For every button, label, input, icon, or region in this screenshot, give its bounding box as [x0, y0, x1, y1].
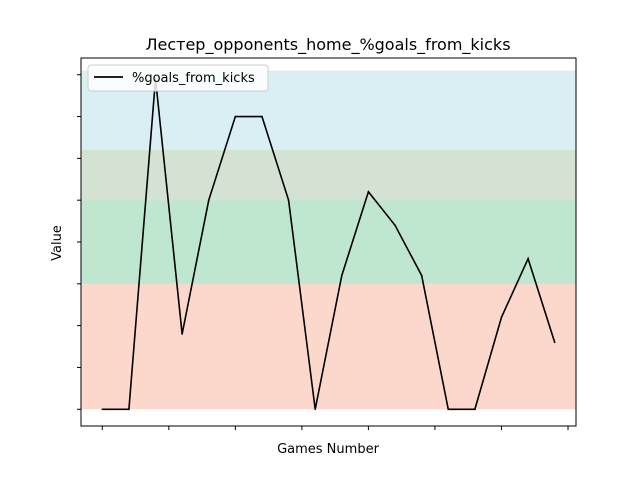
x-axis-label: Games Number	[277, 442, 379, 457]
band-1	[81, 200, 576, 284]
series-line-0	[102, 78, 556, 411]
data-point	[101, 408, 104, 411]
data-point	[447, 408, 450, 411]
data-point	[234, 115, 237, 118]
data-point	[128, 408, 130, 411]
legend: %goals_from_kicks	[87, 64, 269, 92]
data-point	[527, 257, 529, 260]
data-point	[314, 408, 316, 411]
axes	[77, 57, 577, 430]
data-point	[420, 274, 423, 277]
data-point	[287, 199, 290, 201]
data-point	[341, 274, 343, 277]
background-bands	[81, 70, 576, 410]
series-layer	[101, 78, 556, 411]
band-2	[81, 150, 576, 201]
y-axis-label: Value	[50, 225, 65, 261]
data-point	[553, 341, 556, 344]
data-point	[394, 224, 396, 227]
data-point	[367, 191, 370, 193]
data-point	[181, 333, 183, 335]
data-point	[207, 199, 210, 201]
legend-box	[87, 64, 269, 92]
data-point	[500, 316, 503, 319]
data-point	[474, 408, 476, 411]
data-point	[261, 115, 263, 118]
band-0	[81, 283, 576, 410]
chart-title: Лестер_opponents_home_%goals_from_kicks	[145, 35, 510, 55]
legend-label: %goals_from_kicks	[132, 71, 255, 86]
